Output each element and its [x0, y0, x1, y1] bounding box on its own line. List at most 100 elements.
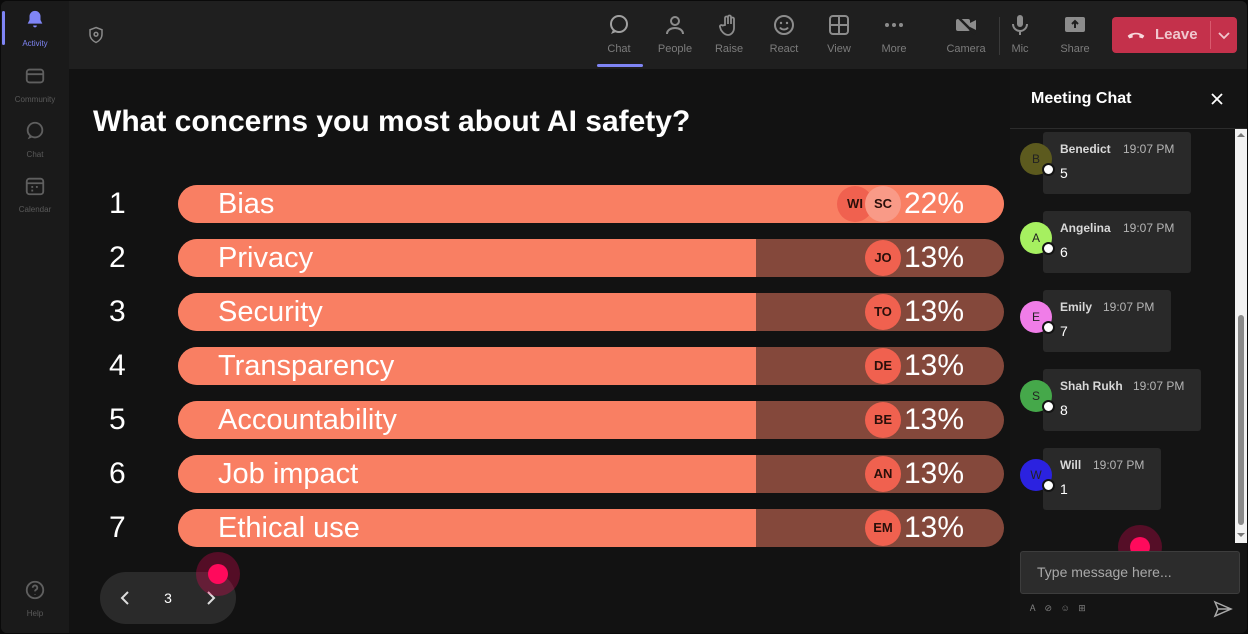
rail-item-activity[interactable]: Activity — [1, 1, 69, 51]
rail-item-community[interactable]: Community — [1, 57, 69, 107]
option-bar: Accountability 13% BE — [178, 401, 1004, 439]
chat-message-input[interactable]: Type message here... — [1020, 551, 1240, 594]
toolbar-more-button[interactable]: More — [868, 9, 920, 65]
toolbar-people-button[interactable]: People — [649, 9, 701, 65]
option-bar-fill — [178, 455, 756, 493]
sender-name: Shah Rukh — [1060, 379, 1123, 393]
toolbar-raise-button[interactable]: Raise — [703, 9, 755, 65]
camera-off-icon — [956, 15, 976, 35]
leave-button[interactable]: Leave — [1112, 17, 1237, 53]
chevron-left-icon[interactable] — [116, 588, 136, 608]
toolbar-camera-button[interactable]: Camera — [940, 9, 992, 65]
voter-avatar: EM — [865, 510, 901, 546]
option-number: 2 — [109, 241, 126, 274]
message-time: 19:07 PM — [1133, 379, 1185, 393]
option-label: Job impact — [218, 458, 359, 490]
option-percent: 13% — [903, 457, 964, 490]
meeting-chat-panel: Meeting Chat Benedict 19:07 PM 5 B Angelina 1… — [1010, 69, 1247, 633]
chat-scrollbar[interactable] — [1235, 129, 1247, 543]
toolbar-view-button[interactable]: View — [813, 9, 865, 65]
message-time: 19:07 PM — [1123, 142, 1175, 156]
toolbar-chat-button[interactable]: Chat — [593, 9, 645, 65]
format-icons[interactable]: Ꭺ ⊘ ☺ ⊞ — [1030, 603, 1089, 613]
avatar-initial: E — [1031, 310, 1040, 324]
voter-avatar: DE — [865, 348, 901, 384]
option-percent: 13% — [903, 403, 964, 436]
toolbar-mic-button[interactable]: Mic — [994, 9, 1046, 65]
left-rail: Activity Community Chat Calendar Help — [1, 1, 69, 633]
people-icon — [666, 16, 684, 35]
option-percent: 13% — [903, 511, 964, 544]
scroll-up-icon[interactable] — [1237, 131, 1245, 139]
rail-label: Community — [14, 95, 56, 104]
sender-avatar[interactable]: W — [1020, 459, 1055, 492]
avatar-initial: B — [1031, 152, 1040, 166]
toolbar-label: More — [881, 43, 907, 55]
presence-status-icon — [1042, 242, 1055, 255]
shield-icon[interactable] — [87, 25, 105, 45]
poll-option-row[interactable]: 6 Job impact 13% AN — [69, 455, 1010, 493]
option-bar-fill — [178, 293, 756, 331]
share-icon — [1065, 17, 1085, 32]
voter-avatar: SC — [865, 186, 901, 222]
sender-name: Emily — [1060, 300, 1093, 314]
scroll-down-icon[interactable] — [1237, 531, 1245, 539]
voter-avatar: JO — [865, 240, 901, 276]
poll-option-row[interactable]: 5 Accountability 13% BE — [69, 401, 1010, 439]
send-icon[interactable] — [1213, 600, 1233, 618]
toolbar-react-button[interactable]: React — [758, 9, 810, 65]
poll-option-row[interactable]: 3 Security 13% TO — [69, 293, 1010, 331]
rail-active-indicator — [2, 11, 5, 45]
toolbar-label: People — [657, 43, 693, 55]
page-number: 3 — [164, 590, 172, 606]
option-label: Ethical use — [218, 512, 360, 544]
message-time: 19:07 PM — [1123, 221, 1175, 235]
chat-message[interactable]: Angelina 19:07 PM 6 — [1043, 211, 1191, 273]
chat-message[interactable]: Shah Rukh 19:07 PM 8 — [1043, 369, 1201, 431]
toolbar-share-button[interactable]: Share — [1049, 9, 1101, 65]
option-bar: Privacy 13% JO — [178, 239, 1004, 277]
poll-option-row[interactable]: 2 Privacy 13% JO — [69, 239, 1010, 277]
sender-name: Angelina — [1060, 221, 1111, 235]
option-percent: 13% — [903, 241, 964, 274]
chat-message[interactable]: Emily 19:07 PM 7 — [1043, 290, 1171, 352]
message-text: 6 — [1060, 244, 1068, 260]
bell-icon — [27, 10, 43, 28]
rail-item-help[interactable]: Help — [1, 571, 69, 621]
sender-avatar[interactable]: S — [1020, 380, 1055, 413]
poll-option-row[interactable]: 1 Bias 22% WI SC — [69, 185, 1010, 223]
presence-status-icon — [1042, 400, 1055, 413]
option-number: 7 — [109, 511, 126, 544]
option-percent: 22% — [903, 187, 964, 220]
chat-message[interactable]: Benedict 19:07 PM 5 — [1043, 132, 1191, 194]
poll-option-row[interactable]: 7 Ethical use 13% EM — [69, 509, 1010, 547]
chevron-right-icon[interactable] — [200, 588, 220, 608]
option-label: Transparency — [218, 350, 395, 382]
option-bar-fill — [178, 509, 756, 547]
rail-label: Help — [26, 609, 44, 618]
presence-status-icon — [1042, 163, 1055, 176]
meeting-toolbar: Chat People Raise React View More Camera — [69, 1, 1247, 69]
sender-avatar[interactable]: E — [1020, 301, 1055, 334]
rail-item-chat[interactable]: Chat — [1, 112, 69, 162]
sender-name: Will — [1060, 458, 1082, 472]
sender-avatar[interactable]: B — [1020, 143, 1055, 176]
option-number: 5 — [109, 403, 126, 436]
poll-option-row[interactable]: 4 Transparency 13% DE — [69, 347, 1010, 385]
message-text: 5 — [1060, 165, 1068, 181]
cursor-indicator — [196, 552, 240, 596]
rail-item-calendar[interactable]: Calendar — [1, 167, 69, 217]
sender-avatar[interactable]: A — [1020, 222, 1055, 255]
toolbar-label: Raise — [714, 43, 744, 55]
toolbar-label: Chat — [607, 43, 631, 55]
rail-label: Calendar — [18, 205, 52, 214]
scroll-thumb[interactable] — [1238, 315, 1244, 525]
mic-icon — [1012, 15, 1028, 35]
toolbar-label: Mic — [1011, 43, 1029, 55]
voter-avatar: AN — [865, 456, 901, 492]
toolbar-label: View — [827, 43, 851, 55]
chat-icon — [610, 15, 628, 34]
close-icon[interactable] — [1209, 91, 1225, 107]
chat-message[interactable]: Will 19:07 PM 1 — [1043, 448, 1161, 510]
chevron-down-icon[interactable] — [1216, 26, 1232, 44]
